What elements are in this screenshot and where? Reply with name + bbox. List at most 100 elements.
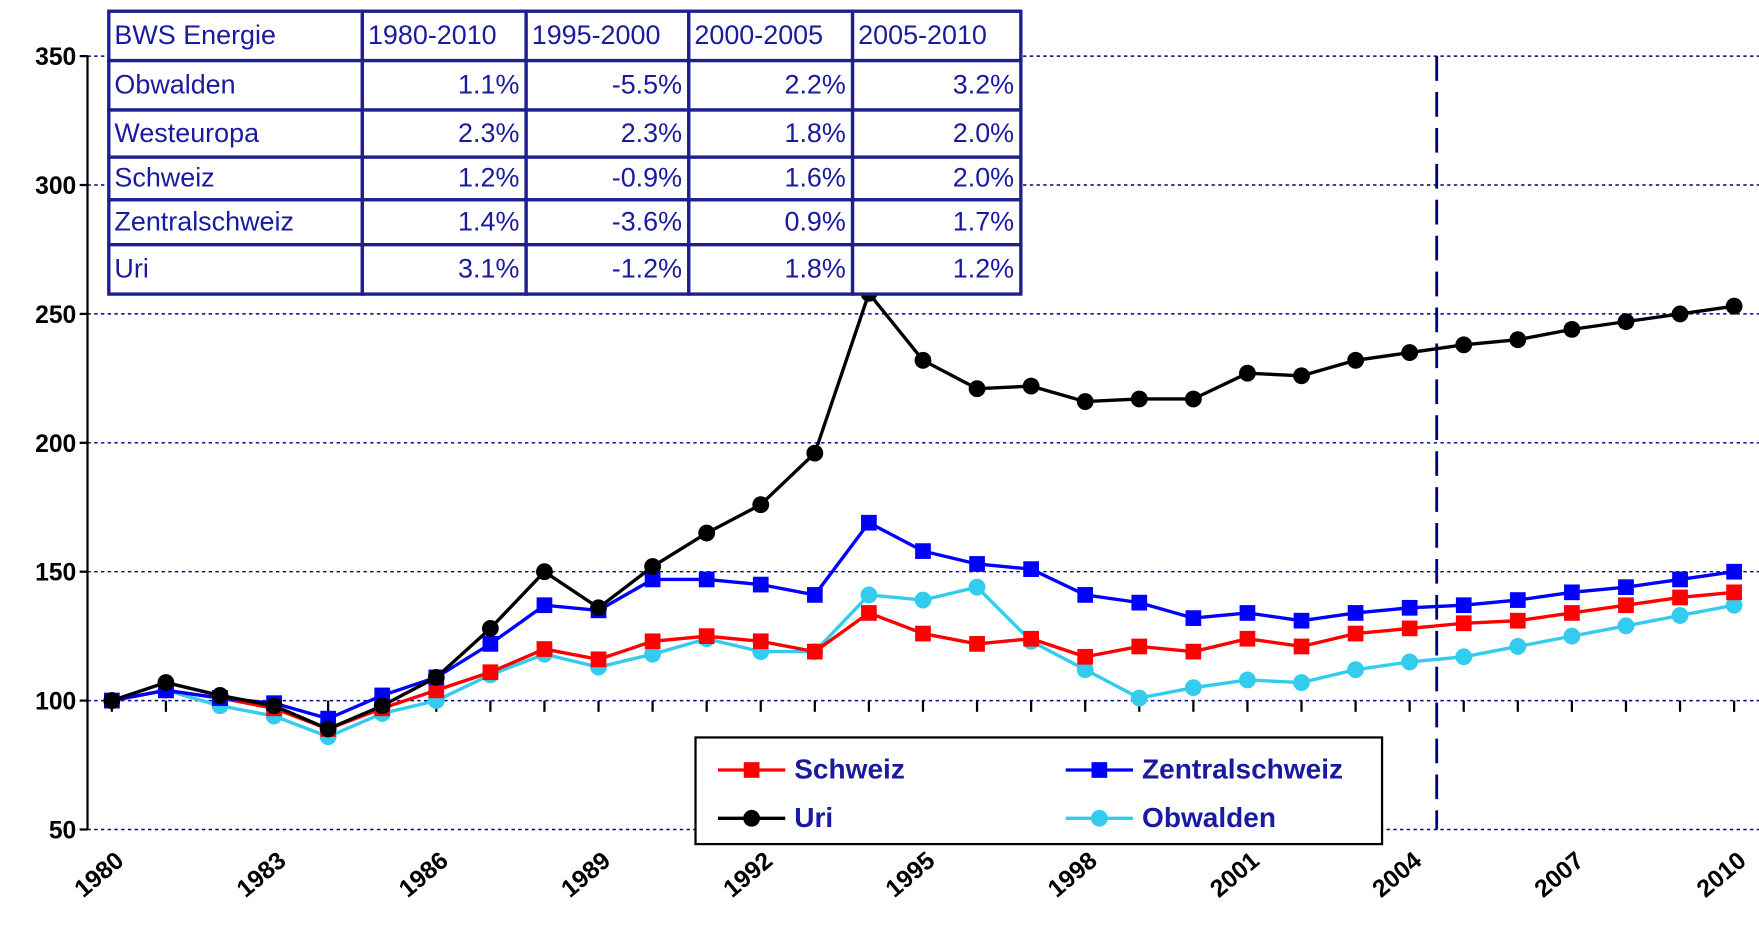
table-text: 3.1%: [458, 254, 519, 284]
marker: [1184, 679, 1202, 697]
legend-marker: [1091, 762, 1108, 778]
y-tick-label: 100: [35, 689, 76, 716]
marker: [1401, 620, 1418, 637]
table-text: BWS Energie: [114, 20, 276, 50]
legend-box: [694, 736, 1384, 846]
marker: [1076, 661, 1094, 679]
marker: [1239, 671, 1256, 689]
y-tick-label: 250: [35, 302, 76, 329]
marker: [1347, 605, 1364, 621]
x-tick-label: 1992: [719, 847, 778, 903]
marker: [914, 591, 932, 609]
legend-marker: [1090, 809, 1108, 827]
table-text: -1.2%: [612, 254, 682, 284]
x-tick-label: 1980: [70, 847, 129, 903]
table-text: 0.9%: [784, 206, 845, 236]
x-tick-label: 1998: [1043, 847, 1102, 903]
table-text: 2.3%: [621, 118, 682, 148]
marker: [1509, 612, 1526, 629]
marker: [1455, 336, 1473, 354]
table-text: 1.2%: [953, 254, 1014, 284]
table-text: 3.2%: [953, 70, 1014, 100]
marker: [1131, 594, 1148, 611]
marker: [1671, 305, 1689, 323]
marker: [536, 563, 553, 581]
x-tick-label: 2004: [1368, 847, 1428, 903]
series-line: [111, 585, 1735, 739]
marker: [1617, 313, 1635, 331]
marker: [1022, 377, 1040, 395]
y-tick-label: 300: [35, 173, 76, 200]
marker: [1347, 625, 1364, 642]
table-text: 2.0%: [953, 163, 1014, 193]
marker: [752, 576, 769, 593]
marker: [969, 636, 985, 652]
marker: [1077, 587, 1094, 603]
marker: [806, 444, 824, 462]
marker: [1455, 648, 1473, 666]
table-cell: [687, 198, 855, 247]
marker: [1076, 393, 1094, 410]
marker: [1564, 584, 1580, 601]
table-cell: [524, 155, 691, 202]
data-table: BWS Energie 1980-2010 1995-2000 2000-2005 20…: [107, 9, 1023, 296]
x-tick-label: 1986: [394, 847, 453, 903]
y-tick-label: 150: [35, 560, 76, 587]
marker: [1455, 597, 1472, 614]
table-text: 1.6%: [784, 163, 845, 193]
marker: [1672, 571, 1688, 588]
marker: [211, 687, 229, 704]
marker: [752, 496, 770, 514]
marker: [482, 636, 499, 652]
marker: [1672, 589, 1688, 606]
marker: [1455, 615, 1472, 632]
marker: [319, 720, 337, 738]
marker: [1293, 638, 1310, 655]
marker: [1563, 627, 1581, 645]
table-cell: [360, 108, 528, 159]
legend-marker: [743, 762, 760, 778]
table-cell: [850, 9, 1023, 63]
marker: [1725, 297, 1743, 315]
table-cell: [687, 9, 855, 63]
marker: [103, 692, 121, 710]
table-text: Schweiz: [114, 163, 214, 193]
marker: [427, 668, 445, 686]
table-text: Zentralschweiz: [114, 206, 293, 236]
table-text: 1.7%: [953, 206, 1014, 236]
table-text: 2.0%: [953, 118, 1014, 148]
marker: [1347, 351, 1365, 369]
marker: [1077, 648, 1094, 665]
table-text: 1.1%: [458, 70, 519, 100]
marker: [536, 641, 553, 657]
table-cell: [850, 243, 1023, 296]
marker: [644, 571, 661, 588]
marker: [969, 556, 985, 572]
y-tick-label: 50: [49, 817, 76, 844]
table-text: 1.2%: [458, 163, 519, 193]
marker: [914, 351, 932, 369]
marker: [752, 633, 769, 650]
table-text: 1.8%: [784, 254, 845, 284]
marker: [1184, 390, 1202, 408]
marker: [698, 571, 715, 588]
table-text: -0.9%: [612, 163, 682, 193]
marker: [373, 697, 391, 715]
table-text: 2.3%: [458, 118, 519, 148]
table-cell: [850, 198, 1023, 247]
marker: [590, 651, 607, 668]
table-text: 1980-2010: [368, 20, 497, 50]
marker: [536, 597, 553, 614]
marker: [1401, 344, 1419, 361]
marker: [1130, 689, 1148, 707]
marker: [698, 628, 715, 645]
marker: [1023, 630, 1039, 647]
table-cell: [107, 198, 365, 247]
marker: [644, 633, 661, 650]
marker: [644, 558, 662, 575]
marker: [860, 586, 878, 604]
marker: [1239, 605, 1256, 621]
marker: [1293, 674, 1310, 691]
marker: [1401, 599, 1418, 616]
